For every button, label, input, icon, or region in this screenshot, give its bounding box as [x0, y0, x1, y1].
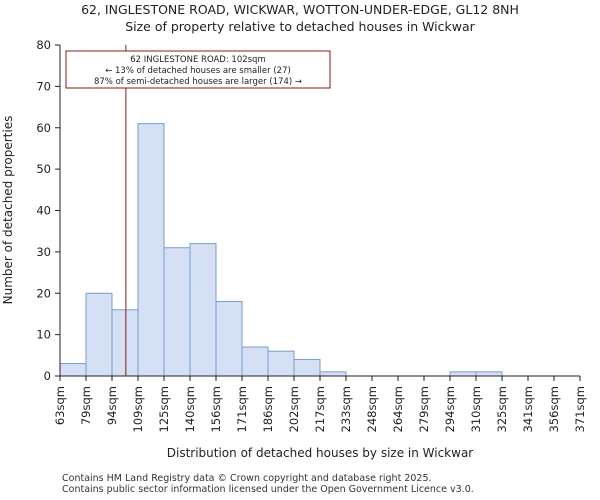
x-tick-label: 233sqm — [339, 386, 353, 432]
x-tick-label: 356sqm — [547, 386, 561, 432]
bar-310sqm — [475, 371, 503, 377]
x-tick-label: 186sqm — [261, 386, 275, 432]
bar-217sqm — [319, 371, 347, 377]
x-tick-label: 94sqm — [105, 386, 119, 425]
y-axis-ticks: 0 10 20 30 40 50 60 70 80 — [36, 38, 60, 383]
y-axis-label: Number of detached properties — [1, 116, 15, 305]
footer-line-1: Contains HM Land Registry data © Crown c… — [62, 473, 432, 484]
y-tick-label: 40 — [36, 204, 51, 218]
chart-title: 62, INGLESTONE ROAD, WICKWAR, WOTTON-UND… — [81, 2, 519, 17]
x-tick-label: 325sqm — [495, 386, 509, 432]
bar-109sqm — [137, 123, 165, 377]
annotation-box: 62 INGLESTONE ROAD: 102sqm ← 13% of deta… — [65, 50, 331, 89]
bar-156sqm — [215, 301, 243, 377]
y-tick-label: 60 — [36, 121, 51, 135]
x-tick-label: 140sqm — [183, 386, 197, 432]
x-tick-label: 264sqm — [391, 386, 405, 432]
bar-63sqm — [59, 363, 87, 377]
x-tick-label: 79sqm — [79, 386, 93, 425]
bar-140sqm — [189, 243, 217, 377]
x-axis-ticks: 63sqm 79sqm 94sqm 109sqm 125sqm 140sqm 156sqm 1… — [53, 376, 587, 432]
x-tick-label: 156sqm — [209, 386, 223, 432]
bar-294sqm — [449, 371, 477, 377]
x-tick-label: 63sqm — [53, 386, 67, 425]
bar-202sqm — [293, 358, 321, 377]
y-tick-label: 20 — [36, 286, 51, 300]
annotation-line-3: 87% of semi-detached houses are larger (… — [94, 77, 302, 87]
bar-171sqm — [241, 346, 269, 377]
x-tick-label: 310sqm — [469, 386, 483, 432]
bar-94sqm — [111, 309, 139, 377]
x-tick-label: 248sqm — [365, 386, 379, 432]
x-tick-label: 341sqm — [521, 386, 535, 432]
x-tick-label: 125sqm — [157, 386, 171, 432]
annotation-line-2: ← 13% of detached houses are smaller (27… — [105, 66, 291, 76]
y-tick-label: 30 — [36, 245, 51, 259]
bars-group — [59, 123, 503, 377]
bar-79sqm — [85, 292, 113, 377]
y-tick-label: 70 — [36, 79, 51, 93]
x-tick-label: 279sqm — [417, 386, 431, 432]
x-tick-label: 109sqm — [131, 386, 145, 432]
x-tick-label: 217sqm — [313, 386, 327, 432]
x-axis-label: Distribution of detached houses by size … — [167, 446, 474, 460]
y-tick-label: 10 — [36, 328, 51, 342]
annotation-frame — [65, 50, 331, 89]
bar-186sqm — [267, 350, 295, 377]
x-tick-label: 171sqm — [235, 386, 249, 432]
y-tick-label: 0 — [44, 369, 51, 383]
annotation-line-1: 62 INGLESTONE ROAD: 102sqm — [130, 55, 266, 65]
y-tick-label: 80 — [36, 38, 51, 52]
bar-125sqm — [163, 247, 191, 377]
y-tick-label: 50 — [36, 162, 51, 176]
chart-subtitle: Size of property relative to detached ho… — [125, 19, 475, 34]
x-tick-label: 202sqm — [287, 386, 301, 432]
x-tick-label: 371sqm — [573, 386, 587, 432]
x-tick-label: 294sqm — [443, 386, 457, 432]
footer-line-2: Contains public sector information licen… — [62, 484, 474, 495]
